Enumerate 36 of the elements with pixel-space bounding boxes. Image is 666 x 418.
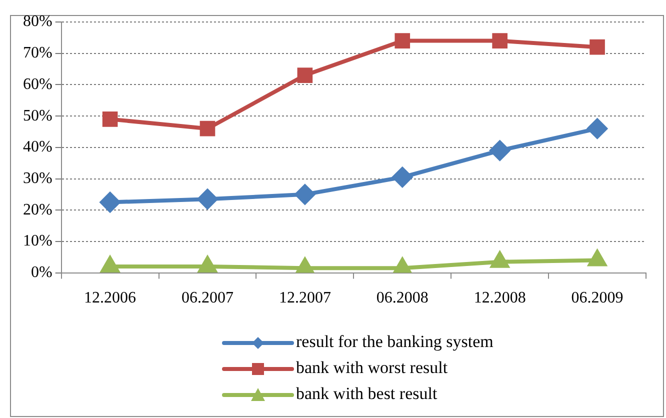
point: [101, 256, 119, 273]
point: [197, 189, 218, 210]
point: [492, 33, 508, 48]
point: [294, 184, 315, 204]
point: [490, 140, 510, 161]
point: [394, 33, 410, 48]
x-tick-label: 06.2008: [376, 290, 428, 307]
point: [392, 167, 412, 188]
x-tick-label: 12.2008: [474, 290, 526, 307]
y-tick-label: 30%: [23, 170, 52, 187]
legend-label: result for the banking system: [296, 332, 494, 351]
x-tick-label: 12.2006: [84, 290, 136, 307]
y-tick-label: 10%: [23, 232, 52, 250]
point: [393, 258, 412, 273]
point: [588, 250, 606, 266]
point: [200, 120, 216, 136]
y-tick-label: 70%: [23, 44, 52, 62]
point: [296, 258, 314, 273]
x-tick-label: 06.2007: [181, 290, 234, 307]
point: [490, 252, 509, 268]
x-tick-label: 06.2009: [571, 290, 624, 307]
point: [587, 118, 608, 139]
point: [590, 39, 605, 55]
y-tick-label: 50%: [23, 107, 52, 124]
y-tick-label: 20%: [23, 201, 52, 218]
point: [198, 256, 216, 273]
legend-label: bank with worst result: [296, 358, 448, 377]
point: [297, 68, 313, 83]
point: [100, 192, 120, 212]
y-tick-label: 60%: [23, 76, 52, 93]
point: [102, 112, 118, 127]
x-tick-label: 12.2007: [278, 290, 331, 307]
y-tick-label: 80%: [23, 13, 52, 30]
y-tick-label: 40%: [23, 138, 52, 156]
y-tick-label: 0%: [31, 264, 52, 282]
legend-label: bank with best result: [296, 384, 438, 403]
